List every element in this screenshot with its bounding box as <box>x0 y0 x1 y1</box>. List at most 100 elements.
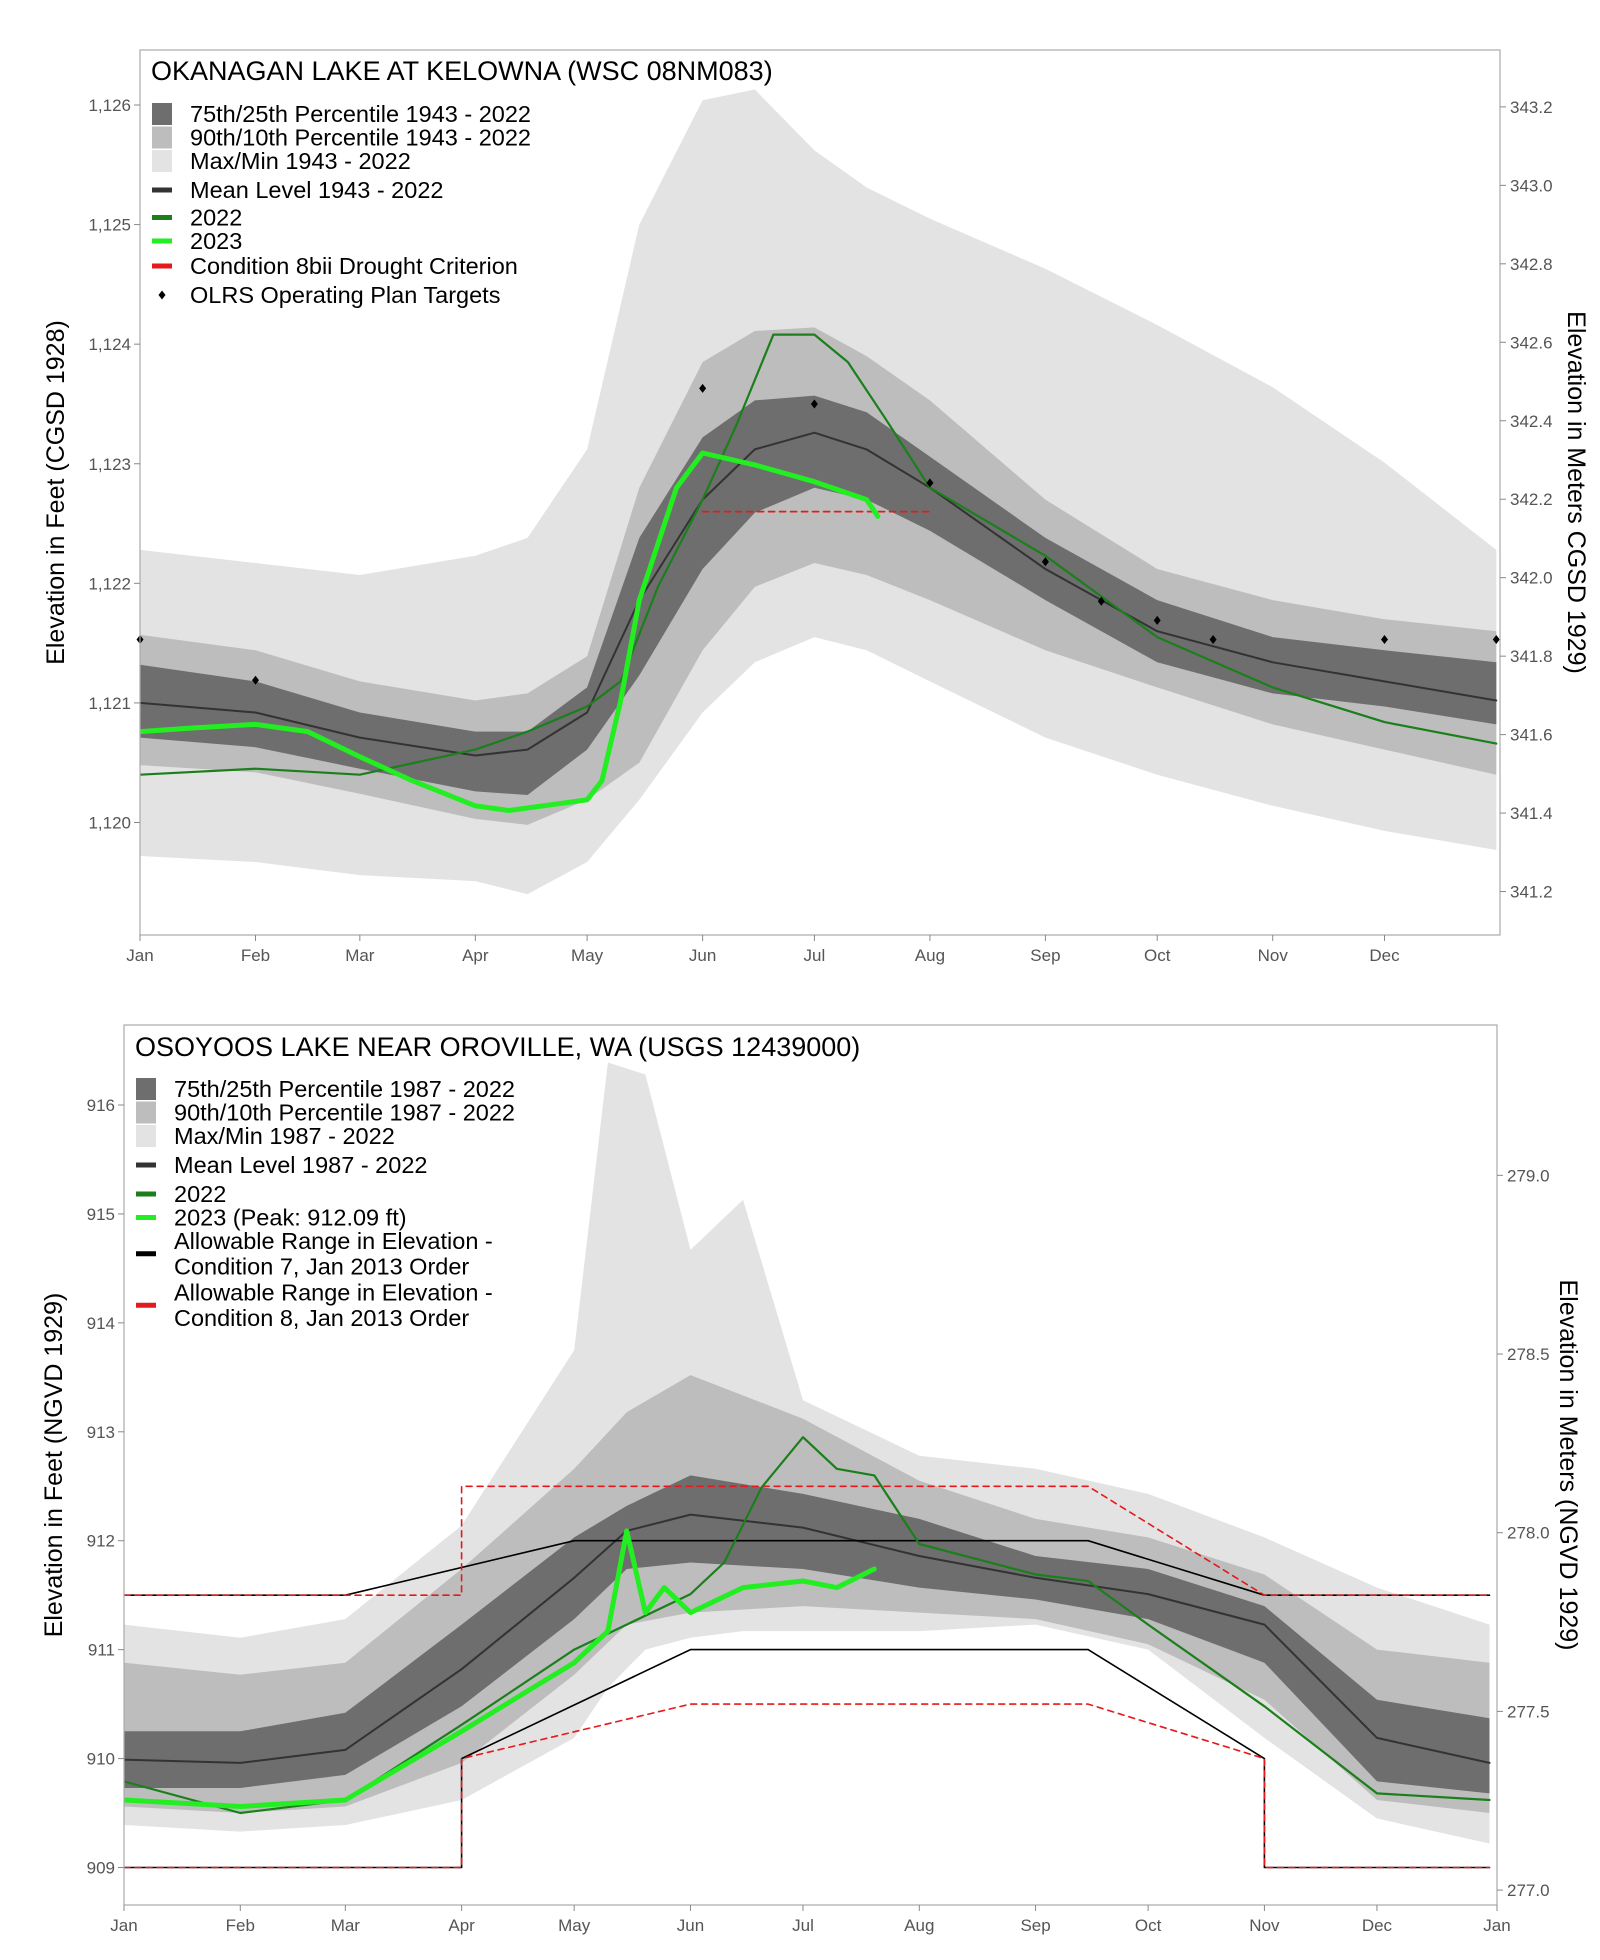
y2-tick-label: 343.2 <box>1510 98 1553 117</box>
legend-swatch <box>136 1251 156 1257</box>
chart-title: OSOYOOS LAKE NEAR OROVILLE, WA (USGS 124… <box>135 1032 860 1062</box>
x-tick-label: Dec <box>1369 946 1400 965</box>
x-tick-label: Mar <box>331 1916 361 1935</box>
legend-label: 2022 <box>174 1181 226 1207</box>
legend-label: 2023 <box>190 228 242 254</box>
legend-label: 90th/10th Percentile 1943 - 2022 <box>190 125 531 151</box>
legend-swatch <box>136 1078 156 1100</box>
legend-item: OLRS Operating Plan Targets <box>158 282 500 308</box>
x-tick-label: Dec <box>1362 1916 1393 1935</box>
target-point <box>1380 635 1388 645</box>
legend-swatch <box>136 1191 156 1197</box>
legend-label: 2023 (Peak: 912.09 ft) <box>174 1205 407 1231</box>
x-tick-label: Jul <box>792 1916 814 1935</box>
y-tick-label: 915 <box>87 1205 115 1224</box>
x-tick-label: Jun <box>689 946 716 965</box>
band-90th-10th-percentile-1943-2022 <box>140 327 1497 825</box>
y2-tick-label: 342.6 <box>1510 333 1553 352</box>
y-axis-label: Elevation in Feet (NGVD 1929) <box>40 1293 68 1638</box>
legend-swatch <box>136 1101 156 1124</box>
legend-item: 75th/25th Percentile 1943 - 2022 <box>152 101 531 127</box>
target-point <box>1209 635 1217 645</box>
legend-label: Max/Min 1943 - 2022 <box>190 148 411 174</box>
x-tick-label: Apr <box>462 946 489 965</box>
x-tick-label: Feb <box>241 946 270 965</box>
y-tick-label: 1,120 <box>88 814 131 833</box>
legend-item: 2023 (Peak: 912.09 ft) <box>136 1205 407 1231</box>
x-tick-label: Nov <box>1258 946 1289 965</box>
band-75th-25th-percentile-1987-2022 <box>124 1475 1490 1794</box>
x-tick-label: May <box>571 946 604 965</box>
x-tick-label: Aug <box>915 946 945 965</box>
target-point <box>1097 596 1105 606</box>
y2-axis-label: Elevation in Meters (NGVD 1929) <box>1554 1280 1582 1651</box>
x-tick-label: Oct <box>1144 946 1171 965</box>
plot-frame <box>139 49 1501 936</box>
x-tick-label: Feb <box>226 1916 255 1935</box>
legend-swatch <box>136 1162 156 1168</box>
y-tick-label: 910 <box>87 1750 115 1769</box>
y2-axis-label: Elevation in Meters CGSD 1929) <box>1562 311 1590 674</box>
y2-tick-label: 342.8 <box>1510 255 1553 274</box>
legend-item: Mean Level 1943 - 2022 <box>152 177 443 203</box>
legend-item: 2022 <box>152 205 242 231</box>
x-tick-label: Apr <box>448 1916 475 1935</box>
legend: 75th/25th Percentile 1943 - 202290th/10t… <box>152 101 531 308</box>
y2-tick-label: 277.5 <box>1507 1702 1550 1721</box>
y2-tick-label: 342.0 <box>1510 569 1553 588</box>
legend-item: Max/Min 1943 - 2022 <box>152 148 411 174</box>
x-tick-label: Oct <box>1135 1916 1162 1935</box>
plot-frame <box>123 1024 1498 1906</box>
legend-item: Condition 8bii Drought Criterion <box>152 253 518 279</box>
legend-label: Mean Level 1943 - 2022 <box>190 177 443 203</box>
y2-tick-label: 341.4 <box>1510 804 1553 823</box>
y2-tick-label: 341.6 <box>1510 726 1553 745</box>
legend-label: Mean Level 1987 - 2022 <box>174 1152 427 1178</box>
chart-title: OKANAGAN LAKE AT KELOWNA (WSC 08NM083) <box>151 56 773 86</box>
y-tick-label: 1,121 <box>88 694 131 713</box>
series-line-mean-level-1987-2022 <box>124 1513 1491 1764</box>
plot-area <box>140 89 1498 895</box>
legend-item: 90th/10th Percentile 1943 - 2022 <box>152 125 531 151</box>
target-point <box>926 478 934 488</box>
series-line-2022 <box>124 1436 1491 1815</box>
legend-swatch <box>152 126 172 149</box>
legend-label: Allowable Range in Elevation - <box>174 1280 493 1306</box>
legend-swatch <box>152 238 172 244</box>
legend-label: Condition 8bii Drought Criterion <box>190 253 518 279</box>
band-75th-25th-percentile-1943-2022 <box>140 395 1497 795</box>
target-point <box>1153 615 1161 625</box>
y-tick-label: 912 <box>87 1532 115 1551</box>
x-tick-label: Sep <box>1030 946 1060 965</box>
legend-swatch <box>136 1302 156 1308</box>
legend-label: 2022 <box>190 205 242 231</box>
legend-label: 75th/25th Percentile 1987 - 2022 <box>174 1076 515 1102</box>
x-tick-label: Jan <box>126 946 153 965</box>
legend-item: 2022 <box>136 1181 226 1207</box>
y2-tick-label: 342.2 <box>1510 490 1553 509</box>
legend-swatch <box>152 150 172 172</box>
y2-tick-label: 341.8 <box>1510 647 1553 666</box>
legend-item: Mean Level 1987 - 2022 <box>136 1152 427 1178</box>
y-tick-label: 1,122 <box>88 574 131 593</box>
y-tick-label: 913 <box>87 1423 115 1442</box>
y-tick-label: 1,125 <box>88 216 131 235</box>
x-tick-label: Jan <box>1483 1916 1510 1935</box>
legend-label: OLRS Operating Plan Targets <box>190 282 500 308</box>
legend-swatch <box>158 290 166 300</box>
legend-label: Condition 8, Jan 2013 Order <box>174 1305 469 1331</box>
legend-item: 75th/25th Percentile 1987 - 2022 <box>136 1076 515 1102</box>
legend-label: 75th/25th Percentile 1943 - 2022 <box>190 101 531 127</box>
target-point <box>252 675 260 685</box>
y-tick-label: 911 <box>88 1641 115 1660</box>
legend-item: 90th/10th Percentile 1987 - 2022 <box>136 1100 515 1126</box>
y2-tick-label: 277.0 <box>1507 1881 1550 1900</box>
series-line-2023 <box>140 450 881 813</box>
osoyoos-lake-chart: Jan Feb Mar Apr May Jun Jul Aug Sep Oct Nov Dec Jan 9… <box>40 1024 1582 1935</box>
legend-swatch <box>136 1215 156 1220</box>
legend-swatch <box>152 263 172 269</box>
legend-swatch <box>152 103 172 125</box>
x-tick-label: Nov <box>1249 1916 1280 1935</box>
y2-tick-label: 343.0 <box>1510 176 1553 195</box>
